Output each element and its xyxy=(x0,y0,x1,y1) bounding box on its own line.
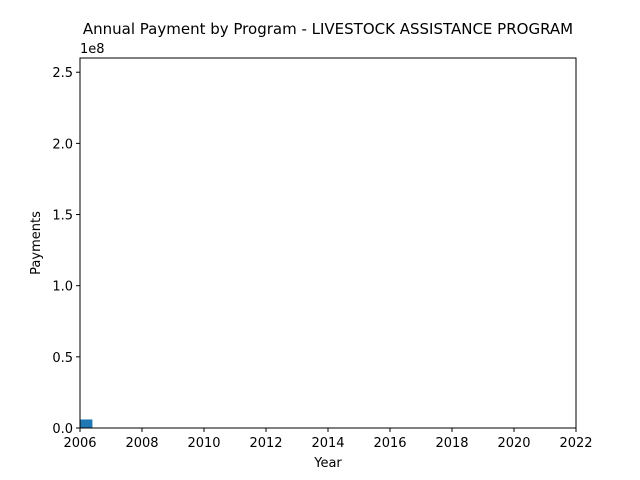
x-tick-label: 2014 xyxy=(311,436,344,451)
y-axis-ticks: 0.0 0.5 1.0 1.5 2.0 2.5 xyxy=(52,66,80,437)
y-tick-label: 1.5 xyxy=(52,209,73,224)
x-axis-label: Year xyxy=(313,456,342,471)
x-tick-label: 2022 xyxy=(559,436,592,451)
bar-2006 xyxy=(80,419,93,428)
x-tick-label: 2008 xyxy=(125,436,158,451)
bars-layer xyxy=(80,419,93,428)
y-tick-label: 0.0 xyxy=(52,422,73,437)
y-tick-label: 0.5 xyxy=(52,351,73,366)
y-tick-label: 1.0 xyxy=(52,280,73,295)
y-axis-offset-label: 1e8 xyxy=(80,42,105,57)
x-tick-label: 2006 xyxy=(63,436,96,451)
y-axis-label: Payments xyxy=(29,211,44,275)
plot-frame xyxy=(79,57,577,429)
chart-title: Annual Payment by Program - LIVESTOCK AS… xyxy=(83,20,573,38)
x-tick-label: 2010 xyxy=(187,436,220,451)
x-tick-label: 2016 xyxy=(373,436,406,451)
x-axis-ticks: 2006 2008 2010 2012 2014 2016 2018 2020 2022 xyxy=(63,428,593,451)
y-tick-label: 2.0 xyxy=(52,137,73,152)
x-tick-label: 2018 xyxy=(435,436,468,451)
x-tick-label: 2012 xyxy=(249,436,282,451)
y-tick-label: 2.5 xyxy=(52,66,73,81)
x-tick-label: 2020 xyxy=(497,436,530,451)
